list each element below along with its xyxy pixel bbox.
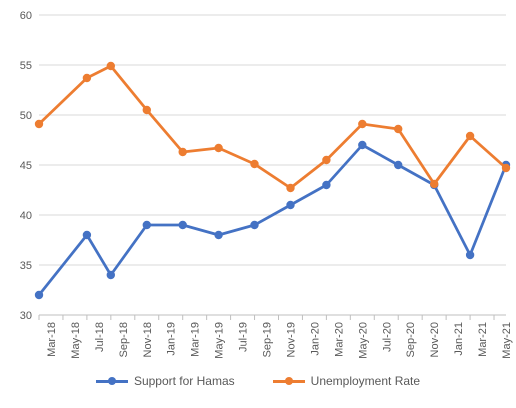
data-point-unemployment-rate-Jun-21	[501, 163, 511, 173]
x-tick-label-Jul-20: Jul-20	[381, 322, 393, 352]
y-tick-label-55: 55	[20, 60, 32, 72]
data-point-unemployment-rate-Dec-20	[430, 179, 439, 189]
line-chart: 30 35 40 45 50 55 60 Mar-18 May-18 Jul-18 Sep-18 No…	[20, 10, 513, 359]
data-point-unemployment-rate-Mar-20	[322, 155, 331, 165]
x-tick-label-Sep-20: Sep-20	[405, 322, 417, 357]
x-tick-label-Jul-19: Jul-19	[238, 322, 250, 352]
axes: 30 35 40 45 50 55 60 Mar-18 May-18 Jul-18 Sep-18 No…	[20, 10, 513, 359]
data-point-unemployment-rate-Mar-18	[34, 119, 44, 129]
legend-item-unemployment-rate: Unemployment Rate	[272, 374, 421, 388]
y-tick-label-60: 60	[20, 10, 32, 22]
data-point-support-for-hamas-Jun-19	[214, 230, 223, 240]
data-point-support-for-hamas-Mar-21	[465, 250, 475, 260]
data-point-unemployment-rate-Sep-18	[106, 61, 116, 71]
data-point-unemployment-rate-Jun-19	[214, 143, 223, 153]
x-tick-label-May-19: May-19	[214, 322, 226, 359]
data-point-unemployment-rate-Jul-18	[82, 73, 92, 83]
data-point-unemployment-rate-Dec-18	[142, 105, 151, 115]
series-line-support-for-hamas	[37, 143, 508, 297]
data-point-unemployment-rate-Dec-19	[286, 183, 295, 193]
x-tick-label-Sep-19: Sep-19	[262, 322, 274, 357]
y-tick-label-30: 30	[20, 310, 32, 322]
data-point-support-for-hamas-Sep-19	[250, 220, 259, 230]
x-tick-label-May-20: May-20	[357, 322, 369, 359]
legend-label-unemployment-rate: Unemployment Rate	[310, 374, 421, 388]
y-tick-label-45: 45	[20, 160, 32, 172]
x-tick-label-Nov-19: Nov-19	[285, 322, 297, 357]
data-point-unemployment-rate-Sep-20	[394, 124, 403, 134]
data-point-support-for-hamas-Sep-20	[394, 160, 403, 170]
data-point-support-for-hamas-Mar-19	[178, 220, 187, 230]
data-point-support-for-hamas-Sep-18	[106, 270, 116, 280]
x-tick-label-Mar-18: Mar-18	[46, 322, 58, 357]
x-tick-label-Jan-19: Jan-19	[166, 322, 178, 356]
x-tick-label-Sep-18: Sep-18	[118, 322, 130, 357]
y-tick-label-50: 50	[20, 110, 32, 122]
series-lines	[34, 61, 511, 300]
data-point-support-for-hamas-Mar-20	[322, 180, 331, 190]
data-point-support-for-hamas-Dec-18	[142, 220, 151, 230]
legend-item-support-for-hamas: Support for Hamas	[95, 374, 235, 388]
data-point-support-for-hamas-Mar-18	[34, 290, 44, 300]
x-tick-label-Mar-21: Mar-21	[477, 322, 489, 357]
legend-label-support-for-hamas: Support for Hamas	[133, 374, 235, 388]
data-point-unemployment-rate-Jun-20	[358, 119, 367, 129]
x-tick-label-May-21: May-21	[501, 322, 513, 359]
data-point-support-for-hamas-Jun-20	[358, 140, 367, 150]
legend-marker-support-for-hamas	[95, 376, 128, 386]
data-point-unemployment-rate-Mar-21	[465, 131, 475, 141]
x-tick-label-Mar-19: Mar-19	[190, 322, 202, 357]
x-tick-label-Jul-18: Jul-18	[94, 322, 106, 352]
x-tick-label-Jan-21: Jan-21	[453, 322, 465, 356]
x-tick-label-Mar-20: Mar-20	[333, 322, 345, 357]
data-point-support-for-hamas-Dec-19	[286, 200, 295, 210]
data-point-unemployment-rate-Mar-19	[178, 147, 187, 157]
data-point-unemployment-rate-Sep-19	[250, 159, 259, 169]
y-tick-label-35: 35	[20, 260, 32, 272]
series-line-unemployment-rate	[37, 64, 508, 190]
x-tick-label-Jan-20: Jan-20	[309, 322, 321, 356]
data-point-support-for-hamas-Jul-18	[82, 230, 92, 240]
x-tick-label-Nov-18: Nov-18	[142, 322, 154, 357]
x-tick-label-Nov-20: Nov-20	[429, 322, 441, 357]
legend-marker-unemployment-rate	[272, 376, 305, 386]
chart-legend: Support for Hamas Unemployment Rate	[0, 374, 516, 388]
x-tick-label-May-18: May-18	[70, 322, 82, 359]
y-tick-label-40: 40	[20, 210, 32, 222]
